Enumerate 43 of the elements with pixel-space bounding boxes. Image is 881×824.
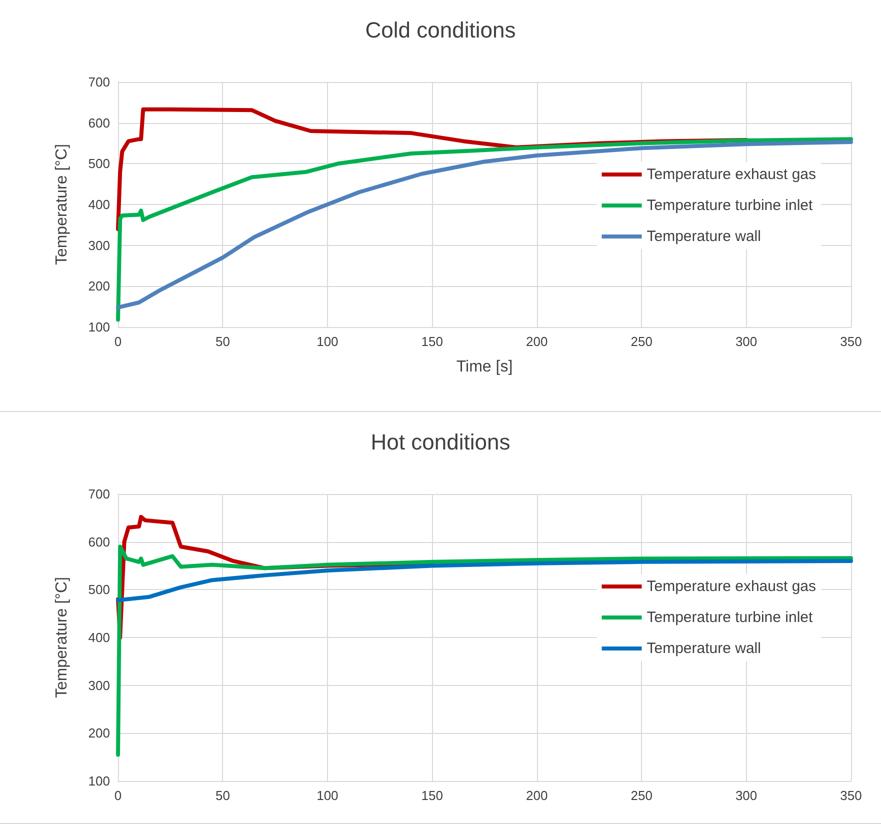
y-axis-title: Temperature [°C] (54, 144, 70, 266)
x-tick-label: 100 (316, 788, 338, 803)
x-tick-label: 150 (421, 788, 443, 803)
legend-label: Temperature exhaust gas (646, 166, 816, 183)
y-tick-label: 300 (88, 678, 110, 693)
x-tick-label: 200 (526, 334, 548, 349)
chart-title: Hot conditions (370, 430, 510, 454)
legend-label: Temperature turbine inlet (646, 609, 814, 626)
y-tick-label: 200 (88, 278, 110, 294)
x-tick-label: 350 (840, 788, 862, 803)
y-tick-label: 700 (88, 74, 110, 90)
x-tick-label: 250 (630, 334, 652, 349)
line-series (116, 544, 853, 757)
legend-label: Temperature exhaust gas (646, 578, 816, 595)
x-tick-label: 300 (735, 334, 758, 349)
x-tick-label: 0 (114, 334, 122, 349)
chart-title: Cold conditions (365, 18, 516, 42)
y-tick-label: 700 (88, 486, 110, 502)
y-tick-label: 600 (88, 534, 110, 550)
x-axis-title: Time [s] (456, 358, 513, 376)
y-tick-label: 200 (88, 726, 110, 741)
y-tick-label: 300 (88, 238, 110, 253)
y-tick-label: 600 (88, 115, 110, 130)
x-tick-label: 100 (316, 334, 338, 349)
x-tick-label: 350 (840, 334, 862, 349)
x-tick-label: 0 (114, 788, 122, 803)
y-tick-label: 400 (88, 197, 110, 212)
x-tick-label: 200 (526, 788, 548, 803)
legend-label: Temperature wall (646, 228, 761, 245)
x-tick-label: 250 (630, 788, 652, 803)
x-tick-label: 300 (735, 788, 758, 803)
y-tick-label: 500 (88, 582, 110, 598)
y-tick-label: 500 (88, 156, 110, 172)
legend-label: Temperature wall (646, 640, 761, 657)
x-tick-label: 50 (215, 334, 230, 349)
y-tick-label: 100 (88, 320, 110, 334)
x-tick-label: 50 (215, 788, 230, 803)
y-axis-title: Temperature [°C] (54, 576, 70, 698)
legend-label: Temperature turbine inlet (646, 197, 814, 214)
y-tick-label: 100 (88, 774, 110, 788)
y-tick-label: 400 (88, 630, 110, 645)
x-tick-label: 150 (421, 334, 443, 349)
line-series (116, 558, 853, 602)
